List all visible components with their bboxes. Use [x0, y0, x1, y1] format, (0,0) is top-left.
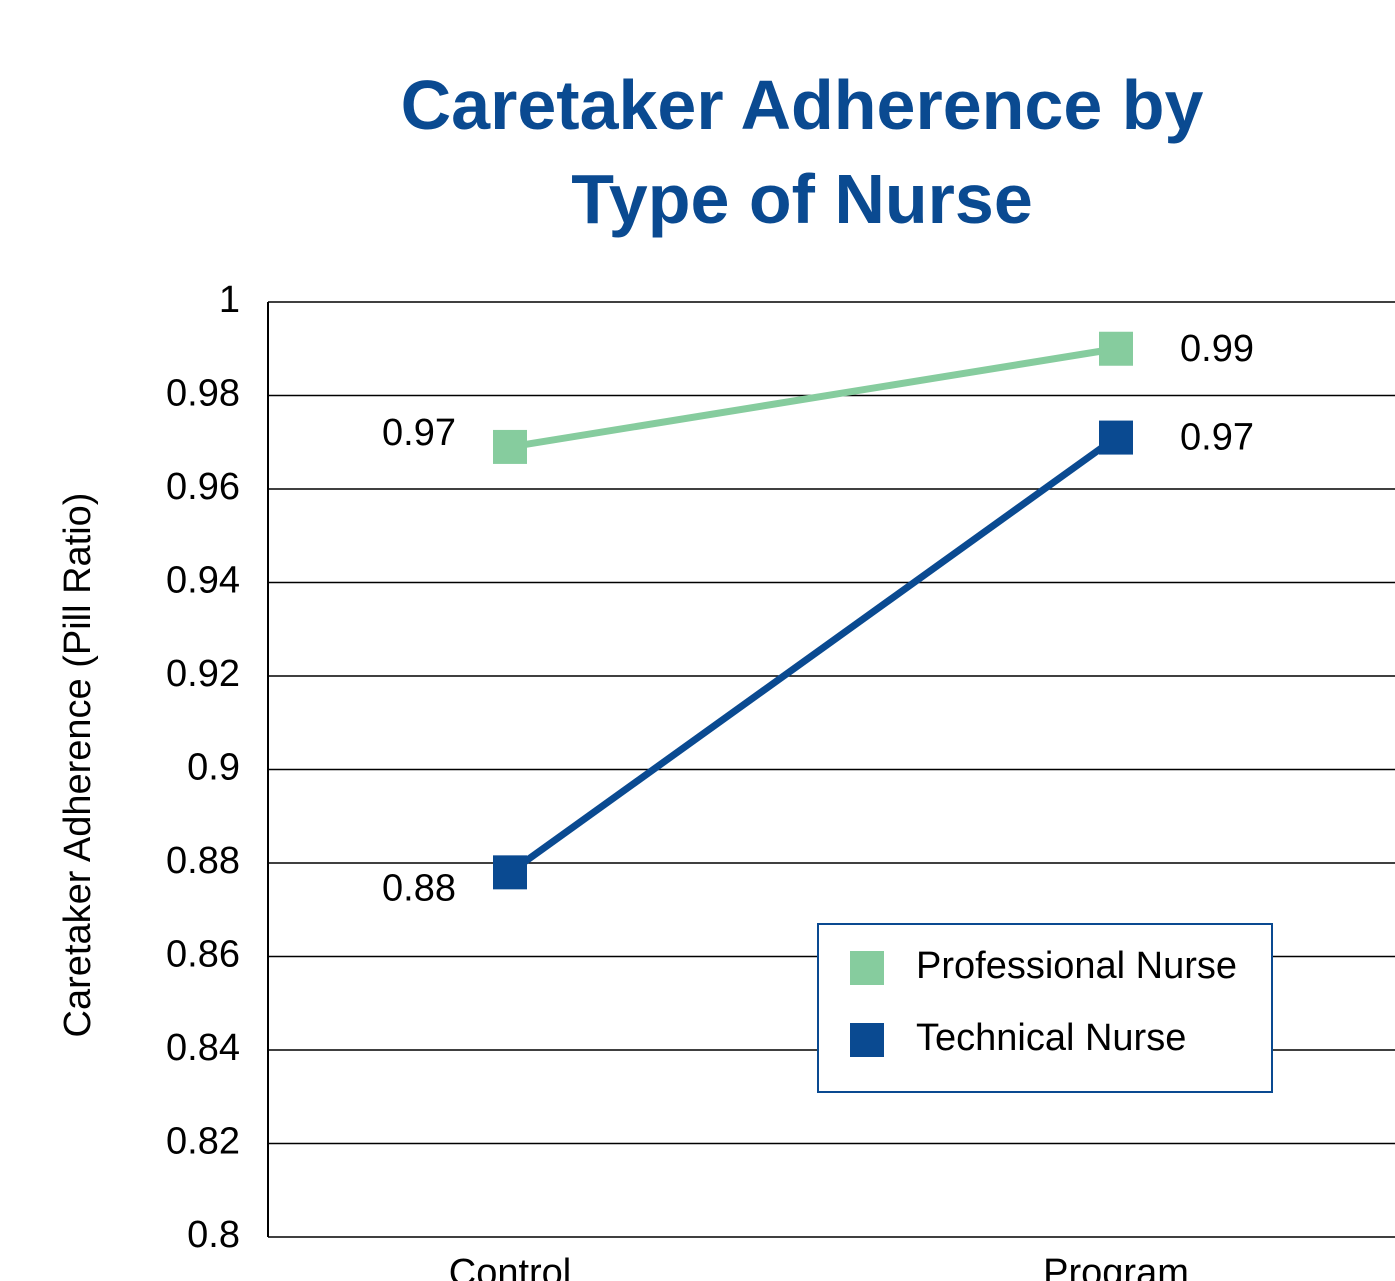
marker — [493, 429, 527, 464]
y-tick-label: 0.92 — [166, 653, 240, 695]
y-tick-label: 0.9 — [187, 747, 240, 789]
data-label: 0.97 — [1180, 417, 1254, 459]
legend-swatch — [850, 951, 884, 985]
y-tick-label: 0.82 — [166, 1121, 240, 1163]
legend-label: Professional Nurse — [916, 945, 1237, 987]
y-tick-label: 0.86 — [166, 934, 240, 976]
line — [509, 345, 1117, 451]
marker — [1099, 331, 1133, 366]
data-label: 0.88 — [382, 867, 456, 909]
legend-label: Technical Nurse — [916, 1017, 1186, 1059]
data-label: 0.97 — [382, 412, 456, 454]
y-axis-label: Caretaker Adherence (Pill Ratio) — [57, 493, 99, 1038]
y-tick-label: 0.98 — [166, 373, 240, 415]
y-tick-label: 1 — [219, 279, 240, 321]
y-tick-label: 0.84 — [166, 1027, 240, 1069]
data-label: 0.99 — [1180, 328, 1254, 370]
marker — [1099, 420, 1133, 455]
y-tick-label: 0.94 — [166, 560, 240, 602]
legend-swatch — [850, 1023, 884, 1057]
marker — [493, 855, 527, 890]
y-tick-label: 0.88 — [166, 840, 240, 882]
y-tick-label: 0.8 — [187, 1214, 240, 1256]
y-tick-label: 0.96 — [166, 466, 240, 508]
line — [507, 434, 1119, 876]
legend-box — [817, 923, 1273, 1093]
chart-title: Caretaker Adherence by Type of Nurse — [400, 66, 1204, 238]
x-tick-label: Control — [449, 1252, 572, 1281]
x-tick-label: Program — [1043, 1252, 1189, 1281]
